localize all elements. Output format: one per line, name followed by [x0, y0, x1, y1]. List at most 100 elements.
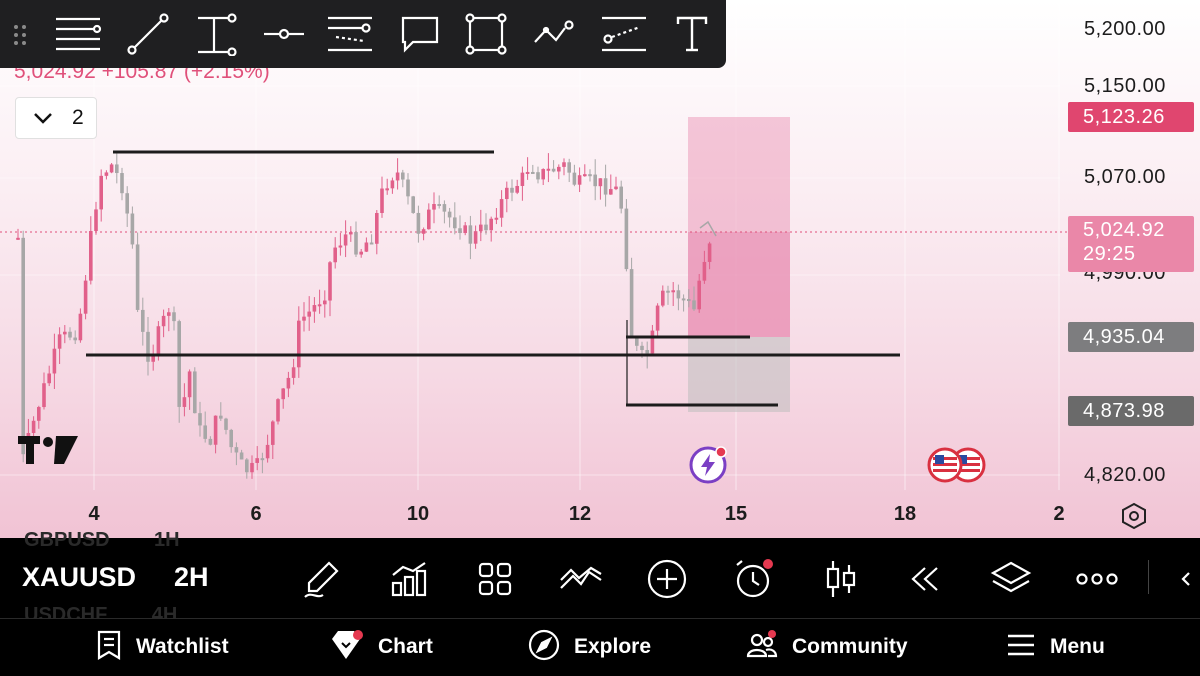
candle-body — [640, 345, 644, 351]
candle-body — [141, 309, 145, 332]
candle-body — [494, 217, 499, 220]
candle-body — [172, 312, 176, 322]
symbol-selector[interactable]: XAUUSD — [22, 562, 137, 592]
back-icon[interactable] — [1170, 556, 1200, 602]
candle-body — [193, 371, 197, 414]
price-chart[interactable] — [0, 0, 1200, 538]
target-price-badge: 5,123.26 — [1068, 102, 1194, 132]
nav-community[interactable]: Community — [746, 628, 908, 666]
candle-body — [411, 196, 415, 213]
compare-icon[interactable] — [558, 556, 604, 602]
toolbar-drag-handle-icon[interactable] — [12, 24, 28, 46]
candle-body — [213, 415, 218, 445]
time-axis-label: 12 — [568, 503, 592, 525]
replay-icon[interactable] — [902, 556, 948, 602]
candle-body — [125, 193, 129, 214]
candle-body — [458, 228, 462, 234]
candle-body — [333, 247, 337, 263]
interval-selector[interactable]: 2H — [174, 562, 209, 592]
regression-icon[interactable] — [598, 8, 650, 60]
draw-pen-icon[interactable] — [298, 556, 344, 602]
nav-label: Menu — [1050, 635, 1105, 658]
candle-body — [619, 186, 623, 209]
us-news-icon[interactable] — [926, 446, 988, 484]
candle-body — [614, 186, 618, 190]
add-icon[interactable] — [644, 556, 690, 602]
candle-body — [624, 208, 629, 270]
callout-icon[interactable] — [394, 8, 446, 60]
candle-body — [115, 164, 119, 174]
candle-body — [401, 172, 405, 180]
nav-watchlist[interactable]: Watchlist — [96, 628, 229, 666]
candle-body — [406, 179, 410, 197]
bottom-navigation — [0, 618, 1200, 676]
candle-body — [380, 188, 384, 214]
candle-body — [593, 174, 597, 187]
candle-body — [671, 290, 675, 293]
candle-body — [317, 304, 322, 307]
candle-body — [499, 199, 504, 218]
chart-icon — [330, 629, 364, 666]
current-price-badge: 5,024.92 29:25 — [1068, 216, 1194, 272]
templates-icon[interactable] — [472, 556, 518, 602]
candle-body — [489, 218, 493, 231]
candle-body — [567, 162, 571, 173]
explore-icon — [528, 629, 560, 666]
candle-body — [650, 330, 655, 354]
candle-body — [609, 189, 613, 195]
candle-body — [291, 367, 296, 378]
alert-icon[interactable] — [730, 556, 776, 602]
candle-body — [219, 415, 223, 419]
bar-countdown: 29:25 — [1083, 243, 1136, 265]
candle-body — [531, 171, 535, 174]
horizontal-lines-icon[interactable] — [52, 8, 104, 60]
trend-line-icon[interactable] — [122, 8, 174, 60]
candle-body — [312, 305, 317, 312]
candle-body — [21, 237, 25, 455]
candle-body — [525, 171, 530, 174]
candle-body — [692, 300, 696, 310]
candle-body — [234, 447, 239, 453]
candle-type-icon[interactable] — [818, 556, 864, 602]
text-icon[interactable] — [666, 8, 718, 60]
candle-body — [245, 459, 249, 473]
candle-body — [281, 388, 285, 400]
chart-settings-icon[interactable] — [1120, 502, 1148, 530]
candle-body — [359, 251, 363, 255]
candle-body — [265, 444, 270, 459]
candle-body — [661, 290, 665, 306]
candle-body — [577, 175, 582, 185]
more-icon[interactable] — [1074, 556, 1120, 602]
stop-zone — [688, 337, 790, 412]
nav-menu[interactable]: Menu — [1006, 628, 1105, 666]
candle-body — [598, 178, 603, 187]
parallel-channel-icon[interactable] — [324, 8, 376, 60]
chart-area[interactable]: 5,200.00 5,150.00 5,070.00 4,990.00 4,82… — [0, 0, 1200, 538]
stop-price-badge: 4,873.98 — [1068, 396, 1194, 426]
event-flash-icon[interactable] — [688, 445, 728, 485]
candle-body — [375, 213, 379, 244]
nav-explore[interactable]: Explore — [528, 628, 651, 666]
candle-body — [536, 172, 540, 180]
candle-body — [687, 299, 691, 302]
path-icon[interactable] — [530, 8, 582, 60]
candle-body — [276, 399, 280, 422]
horizontal-line-icon[interactable] — [258, 8, 310, 60]
vertical-range-icon[interactable] — [190, 8, 242, 60]
rectangle-icon[interactable] — [460, 8, 512, 60]
candle-body — [239, 452, 244, 460]
candle-body — [432, 204, 436, 210]
candle-body — [37, 407, 41, 421]
indicators-icon[interactable] — [386, 556, 432, 602]
candle-body — [676, 290, 681, 299]
drawing-toolbar — [0, 0, 726, 68]
nav-chart[interactable]: Chart — [330, 628, 433, 666]
indicator-collapse-button[interactable]: 2 — [15, 97, 97, 139]
candle-body — [484, 224, 488, 231]
candle-body — [307, 311, 311, 317]
chevron-down-icon — [32, 108, 54, 133]
candle-body — [198, 413, 202, 426]
candle-body — [156, 326, 161, 355]
layers-icon[interactable] — [988, 556, 1034, 602]
candle-body — [629, 269, 634, 339]
